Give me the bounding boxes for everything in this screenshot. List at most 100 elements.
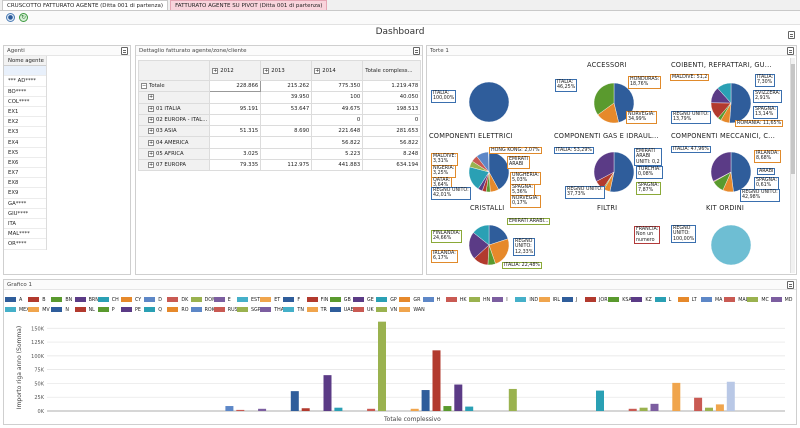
- legend-item[interactable]: DOM: [190, 297, 216, 303]
- pies-scrollbar[interactable]: [790, 58, 795, 273]
- pie-slice[interactable]: [710, 224, 752, 266]
- bar-gp[interactable]: [334, 407, 343, 411]
- bar-uk[interactable]: [694, 397, 703, 411]
- legend-item[interactable]: SGP: [237, 307, 261, 313]
- legend-item[interactable]: E: [213, 297, 231, 303]
- agent-row[interactable]: ITA: [4, 219, 46, 230]
- legend-item[interactable]: ROK: [190, 307, 215, 313]
- expand-icon[interactable]: +: [148, 162, 154, 169]
- agent-row[interactable]: EX6: [4, 158, 46, 169]
- legend-item[interactable]: MA: [701, 297, 722, 303]
- bar-rus[interactable]: [628, 408, 637, 411]
- bar-ge[interactable]: [323, 375, 332, 411]
- bar-wan[interactable]: [715, 404, 724, 411]
- pie-slice[interactable]: [473, 224, 490, 246]
- year-header[interactable]: +2013: [260, 60, 313, 81]
- agent-row[interactable]: EX7: [4, 168, 46, 179]
- view-icon[interactable]: ●: [6, 13, 15, 22]
- bar-f[interactable]: [290, 391, 299, 411]
- legend-item[interactable]: IND: [515, 297, 538, 303]
- expand-icon[interactable]: +: [148, 117, 154, 124]
- pie-slice[interactable]: [710, 151, 732, 182]
- bar-tr[interactable]: [672, 382, 681, 411]
- export-pies-icon[interactable]: [787, 47, 794, 55]
- row-header[interactable]: +04 AMERICA: [137, 136, 211, 149]
- legend-item[interactable]: I: [492, 297, 508, 303]
- agent-row[interactable]: COL****: [4, 97, 46, 107]
- legend-item[interactable]: KZ: [631, 297, 652, 303]
- bar-extra[interactable]: [726, 381, 735, 411]
- bar-hk[interactable]: [367, 408, 376, 411]
- legend-item[interactable]: ET: [260, 297, 280, 303]
- legend-item[interactable]: MV: [28, 307, 50, 313]
- pie-slice[interactable]: [593, 82, 615, 116]
- bar-kz[interactable]: [454, 384, 463, 411]
- legend-item[interactable]: A: [5, 297, 22, 303]
- scrollbar-thumb[interactable]: [791, 64, 795, 174]
- row-header[interactable]: +: [137, 91, 211, 104]
- legend-item[interactable]: RO: [167, 307, 189, 313]
- bar-irl[interactable]: [410, 408, 419, 411]
- legend-item[interactable]: F: [283, 297, 300, 303]
- legend-item[interactable]: VN: [376, 307, 397, 313]
- tab-cruscotto[interactable]: CRUSCOTTO FATTURATO AGENTE (Ditta 001 di…: [2, 0, 169, 10]
- pie-slice[interactable]: [609, 151, 635, 193]
- legend-item[interactable]: KSA: [608, 297, 632, 303]
- legend-item[interactable]: MD: [770, 297, 792, 303]
- bar-jor[interactable]: [432, 350, 441, 411]
- agent-row[interactable]: GA****: [4, 199, 46, 209]
- year-header[interactable]: +2014: [311, 60, 364, 81]
- row-header[interactable]: +03 ASIA: [137, 125, 211, 138]
- legend-item[interactable]: H: [422, 297, 440, 303]
- expand-icon[interactable]: +: [314, 67, 321, 74]
- legend-item[interactable]: HN: [469, 297, 490, 303]
- legend-item[interactable]: BN: [51, 297, 72, 303]
- bar-d[interactable]: [225, 406, 234, 411]
- export-agents-icon[interactable]: [121, 47, 128, 55]
- legend-item[interactable]: J: [561, 297, 577, 303]
- legend-item[interactable]: D: [144, 297, 162, 303]
- legend-item[interactable]: P: [97, 307, 115, 313]
- expand-icon[interactable]: +: [148, 94, 154, 101]
- legend-item[interactable]: Q: [144, 307, 162, 313]
- collapse-icon[interactable]: −: [141, 83, 147, 90]
- legend-item[interactable]: UK: [353, 307, 374, 313]
- row-header[interactable]: +02 EUROPA - ITAL...: [137, 113, 211, 127]
- bar-e[interactable]: [258, 408, 267, 411]
- legend-item[interactable]: DK: [167, 297, 188, 303]
- legend-item[interactable]: GE: [353, 297, 374, 303]
- legend-item[interactable]: JOR: [585, 297, 608, 303]
- agent-row[interactable]: MAL****: [4, 229, 46, 240]
- legend-item[interactable]: FIN: [306, 297, 328, 303]
- bar-mc[interactable]: [508, 388, 517, 411]
- legend-item[interactable]: TR: [306, 307, 327, 313]
- expand-icon[interactable]: +: [148, 139, 154, 146]
- legend-item[interactable]: IRL: [538, 297, 560, 303]
- bar-l[interactable]: [465, 406, 474, 411]
- total-column-header[interactable]: Totale compless...: [362, 60, 422, 81]
- pie-slice[interactable]: [717, 82, 732, 104]
- legend-item[interactable]: MC: [747, 297, 769, 303]
- legend-item[interactable]: THA: [260, 307, 284, 313]
- legend-item[interactable]: PE: [121, 307, 141, 313]
- legend-item[interactable]: GR: [399, 297, 420, 303]
- pie-slice[interactable]: [488, 238, 510, 265]
- legend-item[interactable]: HK: [445, 297, 467, 303]
- agent-row[interactable]: EX3: [4, 127, 46, 138]
- bar-fin[interactable]: [301, 408, 310, 411]
- tab-pivot[interactable]: FATTURATO AGENTE SU PIVOT (Ditta 001 di …: [170, 0, 328, 10]
- bar-hn[interactable]: [378, 321, 386, 411]
- bar-vn[interactable]: [705, 407, 713, 411]
- legend-item[interactable]: NL: [74, 307, 95, 313]
- year-header[interactable]: +2012: [209, 60, 262, 81]
- agents-column-header[interactable]: Nome agente: [4, 56, 46, 67]
- bar-q[interactable]: [596, 390, 604, 411]
- expand-icon[interactable]: +: [212, 67, 219, 74]
- legend-item[interactable]: MEX: [5, 307, 29, 313]
- export-chart-icon[interactable]: [787, 281, 794, 289]
- legend-item[interactable]: LT: [677, 297, 697, 303]
- pie-slice[interactable]: [730, 151, 752, 193]
- legend-item[interactable]: CY: [121, 297, 141, 303]
- agent-row[interactable]: *** AD****: [4, 76, 46, 87]
- legend-item[interactable]: MAL: [724, 297, 748, 303]
